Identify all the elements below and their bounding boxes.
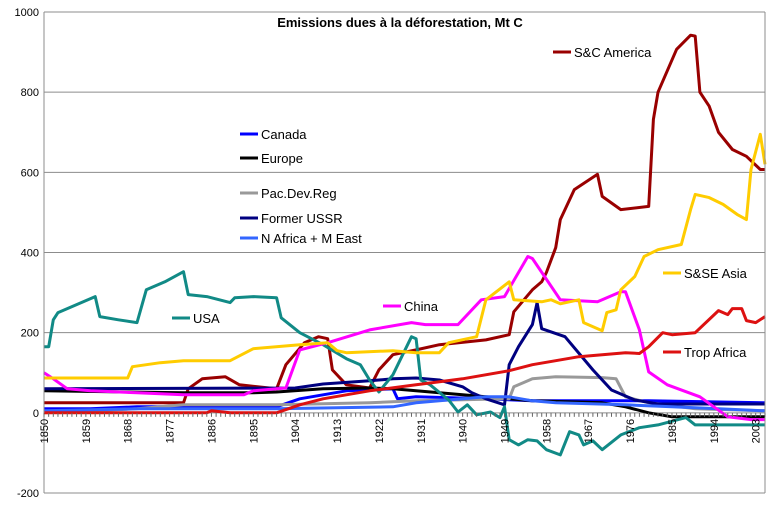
legend-label-former-ussr: Former USSR [261,211,343,226]
x-tick-label: 1895 [248,419,260,443]
x-tick-label: 1868 [123,419,135,443]
series-line-s-c-america [44,33,765,405]
y-tick-label: 600 [21,167,39,179]
y-tick-label: 1000 [15,7,39,19]
series-line-trop-africa [44,307,766,415]
legend-label-usa: USA [193,311,220,326]
series-line-usa [44,270,765,457]
legend-label-europe: Europe [261,151,303,166]
y-tick-label: 400 [21,248,39,260]
x-tick-label: 1958 [541,419,553,443]
x-tick-label: 1859 [81,419,93,443]
legend-label-trop-africa: Trop Africa [684,345,747,360]
x-tick-label: 1877 [165,419,177,443]
legend-label-s-c-america: S&C America [574,45,652,60]
legend: S&C America Canada Europe Pac.Dev.Reg Former… [172,45,748,360]
x-tick-label: 1985 [667,419,679,443]
y-tick-label: 200 [21,328,39,340]
x-tick-label: 2003 [751,419,763,443]
x-tick-label: 1967 [583,419,595,443]
gridlines [44,11,765,494]
legend-label-s-se-asia: S&SE Asia [684,266,748,281]
x-tick-label: 1976 [625,419,637,443]
legend-label-pac-dev-reg: Pac.Dev.Reg [261,186,337,201]
x-tick-label: 1850 [39,419,51,443]
x-tick-label: 1913 [332,419,344,443]
legend-label-n-africa-m-east: N Africa + M East [261,231,362,246]
y-tick-label: -200 [17,488,39,500]
x-tick-label: 1949 [500,419,512,443]
x-tick-label: 1886 [206,419,218,443]
y-tick-label: 800 [21,87,39,99]
y-tick-label: 0 [33,408,39,420]
series-line-china [43,255,765,422]
legend-label-china: China [404,299,439,314]
chart-title: Emissions dues à la déforestation, Mt C [277,15,523,30]
series-lines [43,33,767,457]
x-tick-label: 1922 [374,419,386,443]
series-line-s-se-asia [44,132,767,380]
x-tick-label: 1994 [709,419,721,443]
series-line-n-africa-m-east [43,395,766,413]
x-tick-label: 1931 [416,419,428,443]
x-tick-label: 1904 [290,419,302,443]
x-tick-label: 1940 [458,419,470,443]
series-line-former-ussr [43,301,765,407]
axes: -200 0 200 400 600 800 1000 1850 1859 1868 1877 188… [15,7,766,500]
legend-label-canada: Canada [261,127,307,142]
